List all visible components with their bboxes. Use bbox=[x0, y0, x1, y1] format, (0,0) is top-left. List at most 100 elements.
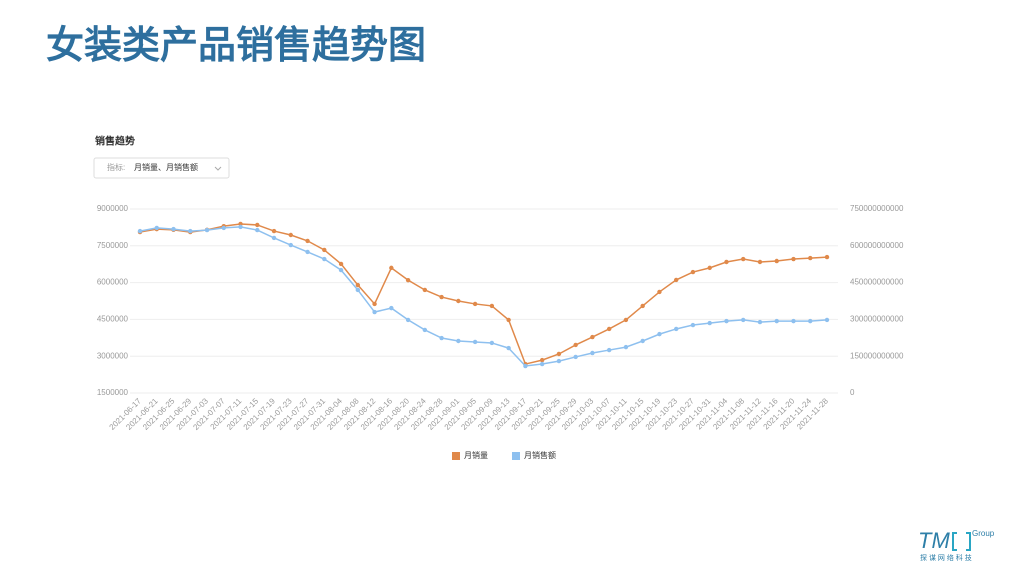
data-point bbox=[489, 303, 495, 309]
data-point bbox=[489, 340, 495, 346]
data-point bbox=[372, 301, 377, 307]
data-point bbox=[707, 265, 712, 271]
data-point bbox=[690, 322, 696, 328]
data-point bbox=[154, 225, 159, 231]
data-point bbox=[422, 327, 428, 333]
data-point bbox=[305, 238, 310, 244]
y2-tick-label: 150000000000 bbox=[850, 351, 904, 360]
data-point bbox=[741, 256, 746, 262]
data-point bbox=[322, 256, 327, 262]
data-point bbox=[573, 342, 578, 348]
legend-swatch bbox=[452, 452, 460, 460]
data-point bbox=[808, 255, 813, 261]
data-point bbox=[640, 303, 645, 309]
data-point bbox=[439, 335, 444, 341]
data-point bbox=[791, 256, 796, 262]
data-point bbox=[271, 235, 277, 241]
data-point bbox=[472, 339, 478, 345]
data-point bbox=[255, 227, 260, 233]
data-point bbox=[774, 258, 779, 264]
dropdown-arrow bbox=[214, 166, 222, 171]
y2-tick-label: 450000000000 bbox=[850, 278, 904, 287]
data-point bbox=[573, 354, 578, 360]
data-point bbox=[757, 259, 763, 265]
data-point bbox=[171, 226, 176, 232]
data-point bbox=[774, 318, 779, 324]
data-point bbox=[506, 317, 511, 323]
data-point bbox=[707, 320, 712, 326]
data-point bbox=[137, 228, 143, 234]
data-point bbox=[556, 351, 562, 357]
data-point bbox=[539, 357, 545, 363]
data-point bbox=[606, 326, 612, 332]
logo: TM Group 探 谋 网 络 科 技 bbox=[918, 528, 995, 562]
data-point bbox=[338, 267, 344, 273]
data-point bbox=[204, 227, 210, 233]
data-point bbox=[690, 269, 696, 275]
data-point bbox=[372, 309, 377, 315]
logo-name: TM bbox=[918, 528, 950, 553]
data-point bbox=[255, 222, 260, 228]
y-tick-label: 3000000 bbox=[97, 351, 129, 360]
data-point bbox=[556, 358, 562, 364]
data-point bbox=[472, 301, 478, 307]
data-point bbox=[657, 331, 662, 337]
data-point bbox=[439, 294, 444, 300]
series-line bbox=[139, 223, 828, 365]
legend-label: 月销售额 bbox=[524, 450, 556, 460]
data-point bbox=[221, 225, 226, 231]
data-point bbox=[824, 254, 830, 260]
data-point bbox=[338, 261, 344, 267]
filter-label: 指标: bbox=[107, 162, 125, 172]
data-point bbox=[288, 232, 294, 238]
data-point bbox=[741, 317, 746, 323]
data-point bbox=[808, 318, 813, 324]
filter-select[interactable] bbox=[93, 157, 230, 179]
data-point bbox=[757, 319, 763, 325]
logo-group: Group bbox=[972, 529, 995, 538]
data-point bbox=[238, 224, 243, 230]
data-point bbox=[606, 347, 612, 353]
data-point bbox=[590, 350, 595, 356]
data-point bbox=[523, 363, 528, 369]
logo-tagline: 探 谋 网 络 科 技 bbox=[920, 553, 972, 562]
y-tick-label: 4500000 bbox=[97, 315, 129, 324]
data-point bbox=[623, 344, 629, 350]
filter-value: 月销量、月销售额 bbox=[134, 162, 198, 172]
data-point bbox=[389, 265, 394, 271]
data-point bbox=[405, 317, 411, 323]
data-point bbox=[539, 361, 545, 367]
data-point bbox=[389, 305, 394, 311]
data-point bbox=[640, 338, 645, 344]
panel-heading: 销售趋势 bbox=[95, 135, 135, 148]
slide-title: 女装类产品销售趋势图 bbox=[46, 24, 426, 67]
y2-tick-label: 300000000000 bbox=[850, 315, 904, 324]
data-point bbox=[824, 317, 830, 323]
data-point bbox=[271, 228, 277, 234]
data-point bbox=[456, 338, 461, 344]
chart: 1500000 3000000 4500000 6000000 7500000 90000… bbox=[97, 204, 904, 460]
legend-swatch bbox=[512, 452, 520, 460]
y-tick-label: 1500000 bbox=[97, 388, 129, 397]
data-point bbox=[791, 318, 796, 324]
data-point bbox=[673, 326, 679, 332]
data-point bbox=[623, 317, 629, 323]
data-point bbox=[422, 287, 428, 293]
data-point bbox=[657, 289, 662, 295]
y2-tick-label: 600000000000 bbox=[850, 241, 904, 250]
legend-label: 月销量 bbox=[464, 450, 488, 460]
y2-tick-label: 0 bbox=[850, 388, 855, 397]
data-point bbox=[673, 277, 679, 283]
data-point bbox=[456, 298, 461, 304]
data-point bbox=[322, 247, 327, 253]
y-tick-label: 6000000 bbox=[97, 278, 129, 287]
y-tick-label: 7500000 bbox=[97, 241, 129, 250]
data-point bbox=[405, 277, 411, 283]
data-point bbox=[305, 249, 310, 255]
data-point bbox=[355, 287, 361, 293]
y-tick-label: 9000000 bbox=[97, 204, 129, 213]
data-point bbox=[355, 282, 361, 288]
series-line bbox=[139, 226, 828, 367]
data-point bbox=[188, 228, 193, 234]
